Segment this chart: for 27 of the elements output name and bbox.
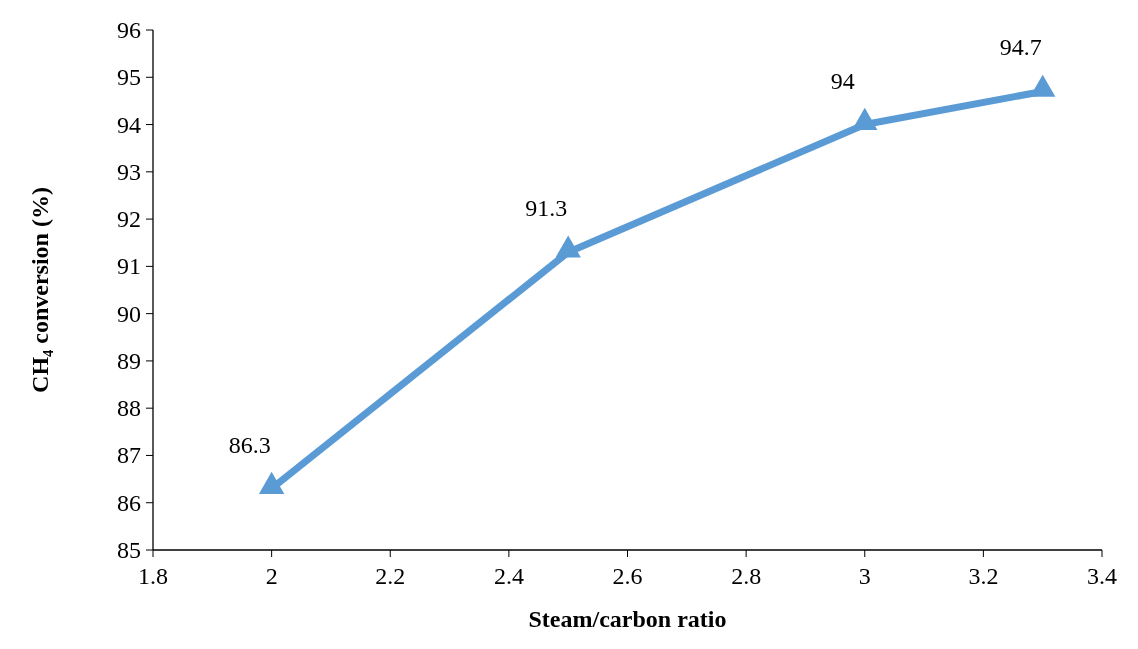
x-tick-label: 2.2 [375,563,406,589]
y-tick-label: 91 [117,253,141,280]
data-label: 86.3 [228,431,271,458]
x-tick-label: 2.4 [493,563,524,589]
y-tick-label: 88 [117,395,141,422]
data-label: 94 [830,67,855,94]
y-tick-label: 95 [117,64,141,91]
y-tick-label: 90 [117,300,141,327]
x-axis-title: Steam/carbon ratio [528,606,727,632]
y-tick-label: 87 [117,442,141,469]
data-label: 94.7 [999,34,1042,61]
y-tick-label: 96 [117,17,141,43]
y-tick-label: 94 [117,111,141,138]
x-tick-label: 2 [265,563,278,589]
x-tick-label: 2.8 [731,563,762,589]
x-tick-label: 2.6 [612,563,643,589]
x-tick-label: 3 [858,563,871,589]
data-label: 91.3 [525,195,568,222]
x-tick-label: 1.8 [138,563,168,589]
y-axis-title: CH₄ conversion (%) [27,187,53,393]
y-tick-label: 86 [117,489,141,516]
y-tick-label: 93 [117,158,141,185]
y-tick-label: 89 [117,347,141,374]
y-tick-label: 85 [117,537,141,563]
y-tick-label: 92 [117,206,141,233]
x-tick-label: 3.2 [968,563,999,589]
x-tick-label: 3.4 [1087,563,1117,589]
